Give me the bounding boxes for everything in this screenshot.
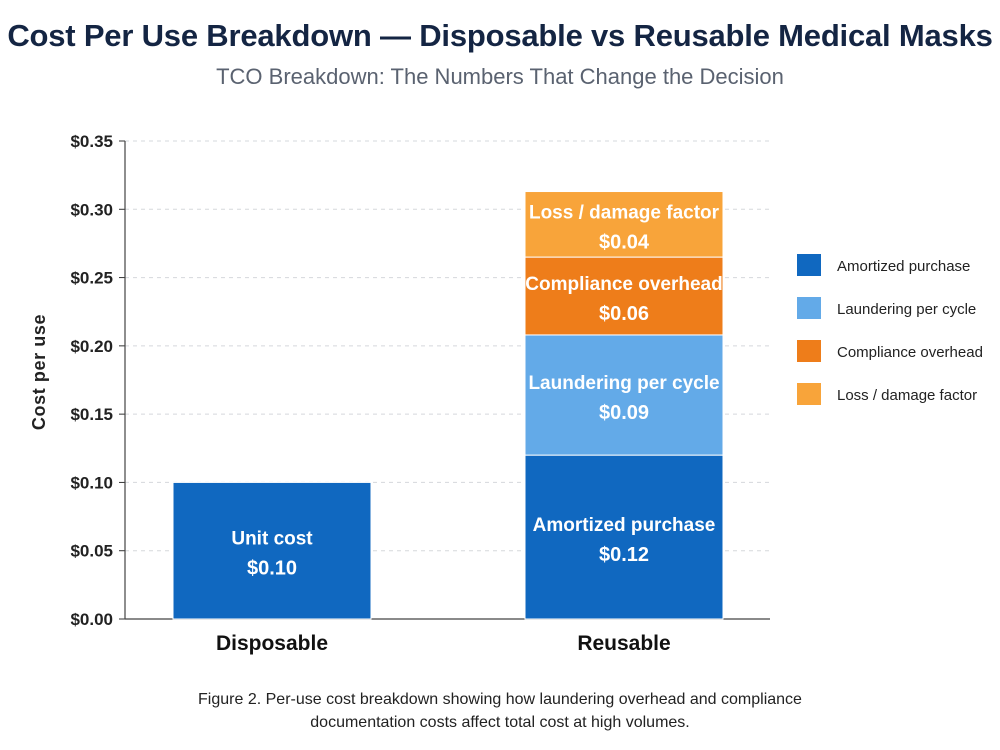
y-tick-label: $0.00 [70,610,113,629]
segment-value-label: $0.12 [599,544,649,566]
legend-swatch [797,383,821,405]
legend-swatch [797,297,821,319]
segment-name-label: Compliance overhead [525,274,722,295]
caption-line-1: Figure 2. Per-use cost breakdown showing… [198,691,802,708]
legend-entry-label: Loss / damage factor [837,387,977,404]
y-tick-label: $0.25 [70,269,113,288]
legend-entry-label: Laundering per cycle [837,301,976,318]
figure-caption: Figure 2. Per-use cost breakdown showing… [150,688,850,734]
legend-entry-label: Amortized purchase [837,258,970,275]
y-tick-label: $0.30 [70,200,113,219]
chart-title: Cost Per Use Breakdown — Disposable vs R… [7,18,993,53]
bar-segment-compliance-overhead [524,256,724,336]
segment-value-label: $0.10 [247,558,297,580]
y-tick-label: $0.35 [70,132,113,151]
bar-segment-loss-damage-factor [524,191,724,258]
caption-line-2: documentation costs affect total cost at… [310,714,690,731]
bar-segment-amortized-purchase [524,454,724,620]
segment-name-label: Amortized purchase [533,515,716,536]
segment-name-label: Loss / damage factor [529,202,720,223]
segment-value-label: $0.06 [599,303,649,325]
x-category-label: Disposable [216,632,328,655]
y-tick-label: $0.15 [70,405,113,424]
chart-subtitle: TCO Breakdown: The Numbers That Change t… [216,64,784,89]
segment-name-label: Unit cost [231,529,313,550]
segment-value-label: $0.04 [599,231,650,253]
bar-segment-laundering-per-cycle [524,334,724,456]
y-tick-label: $0.20 [70,337,113,356]
x-category-label: Reusable [577,632,670,655]
bar-segment-unit-cost [172,481,372,620]
legend-swatch [797,340,821,362]
legend-swatch [797,254,821,276]
y-axis-label: Cost per use [29,314,49,430]
segment-name-label: Laundering per cycle [528,373,719,394]
y-tick-label: $0.10 [70,473,113,492]
y-tick-label: $0.05 [70,542,113,561]
legend-entry-label: Compliance overhead [837,344,983,361]
segment-value-label: $0.09 [599,402,649,424]
